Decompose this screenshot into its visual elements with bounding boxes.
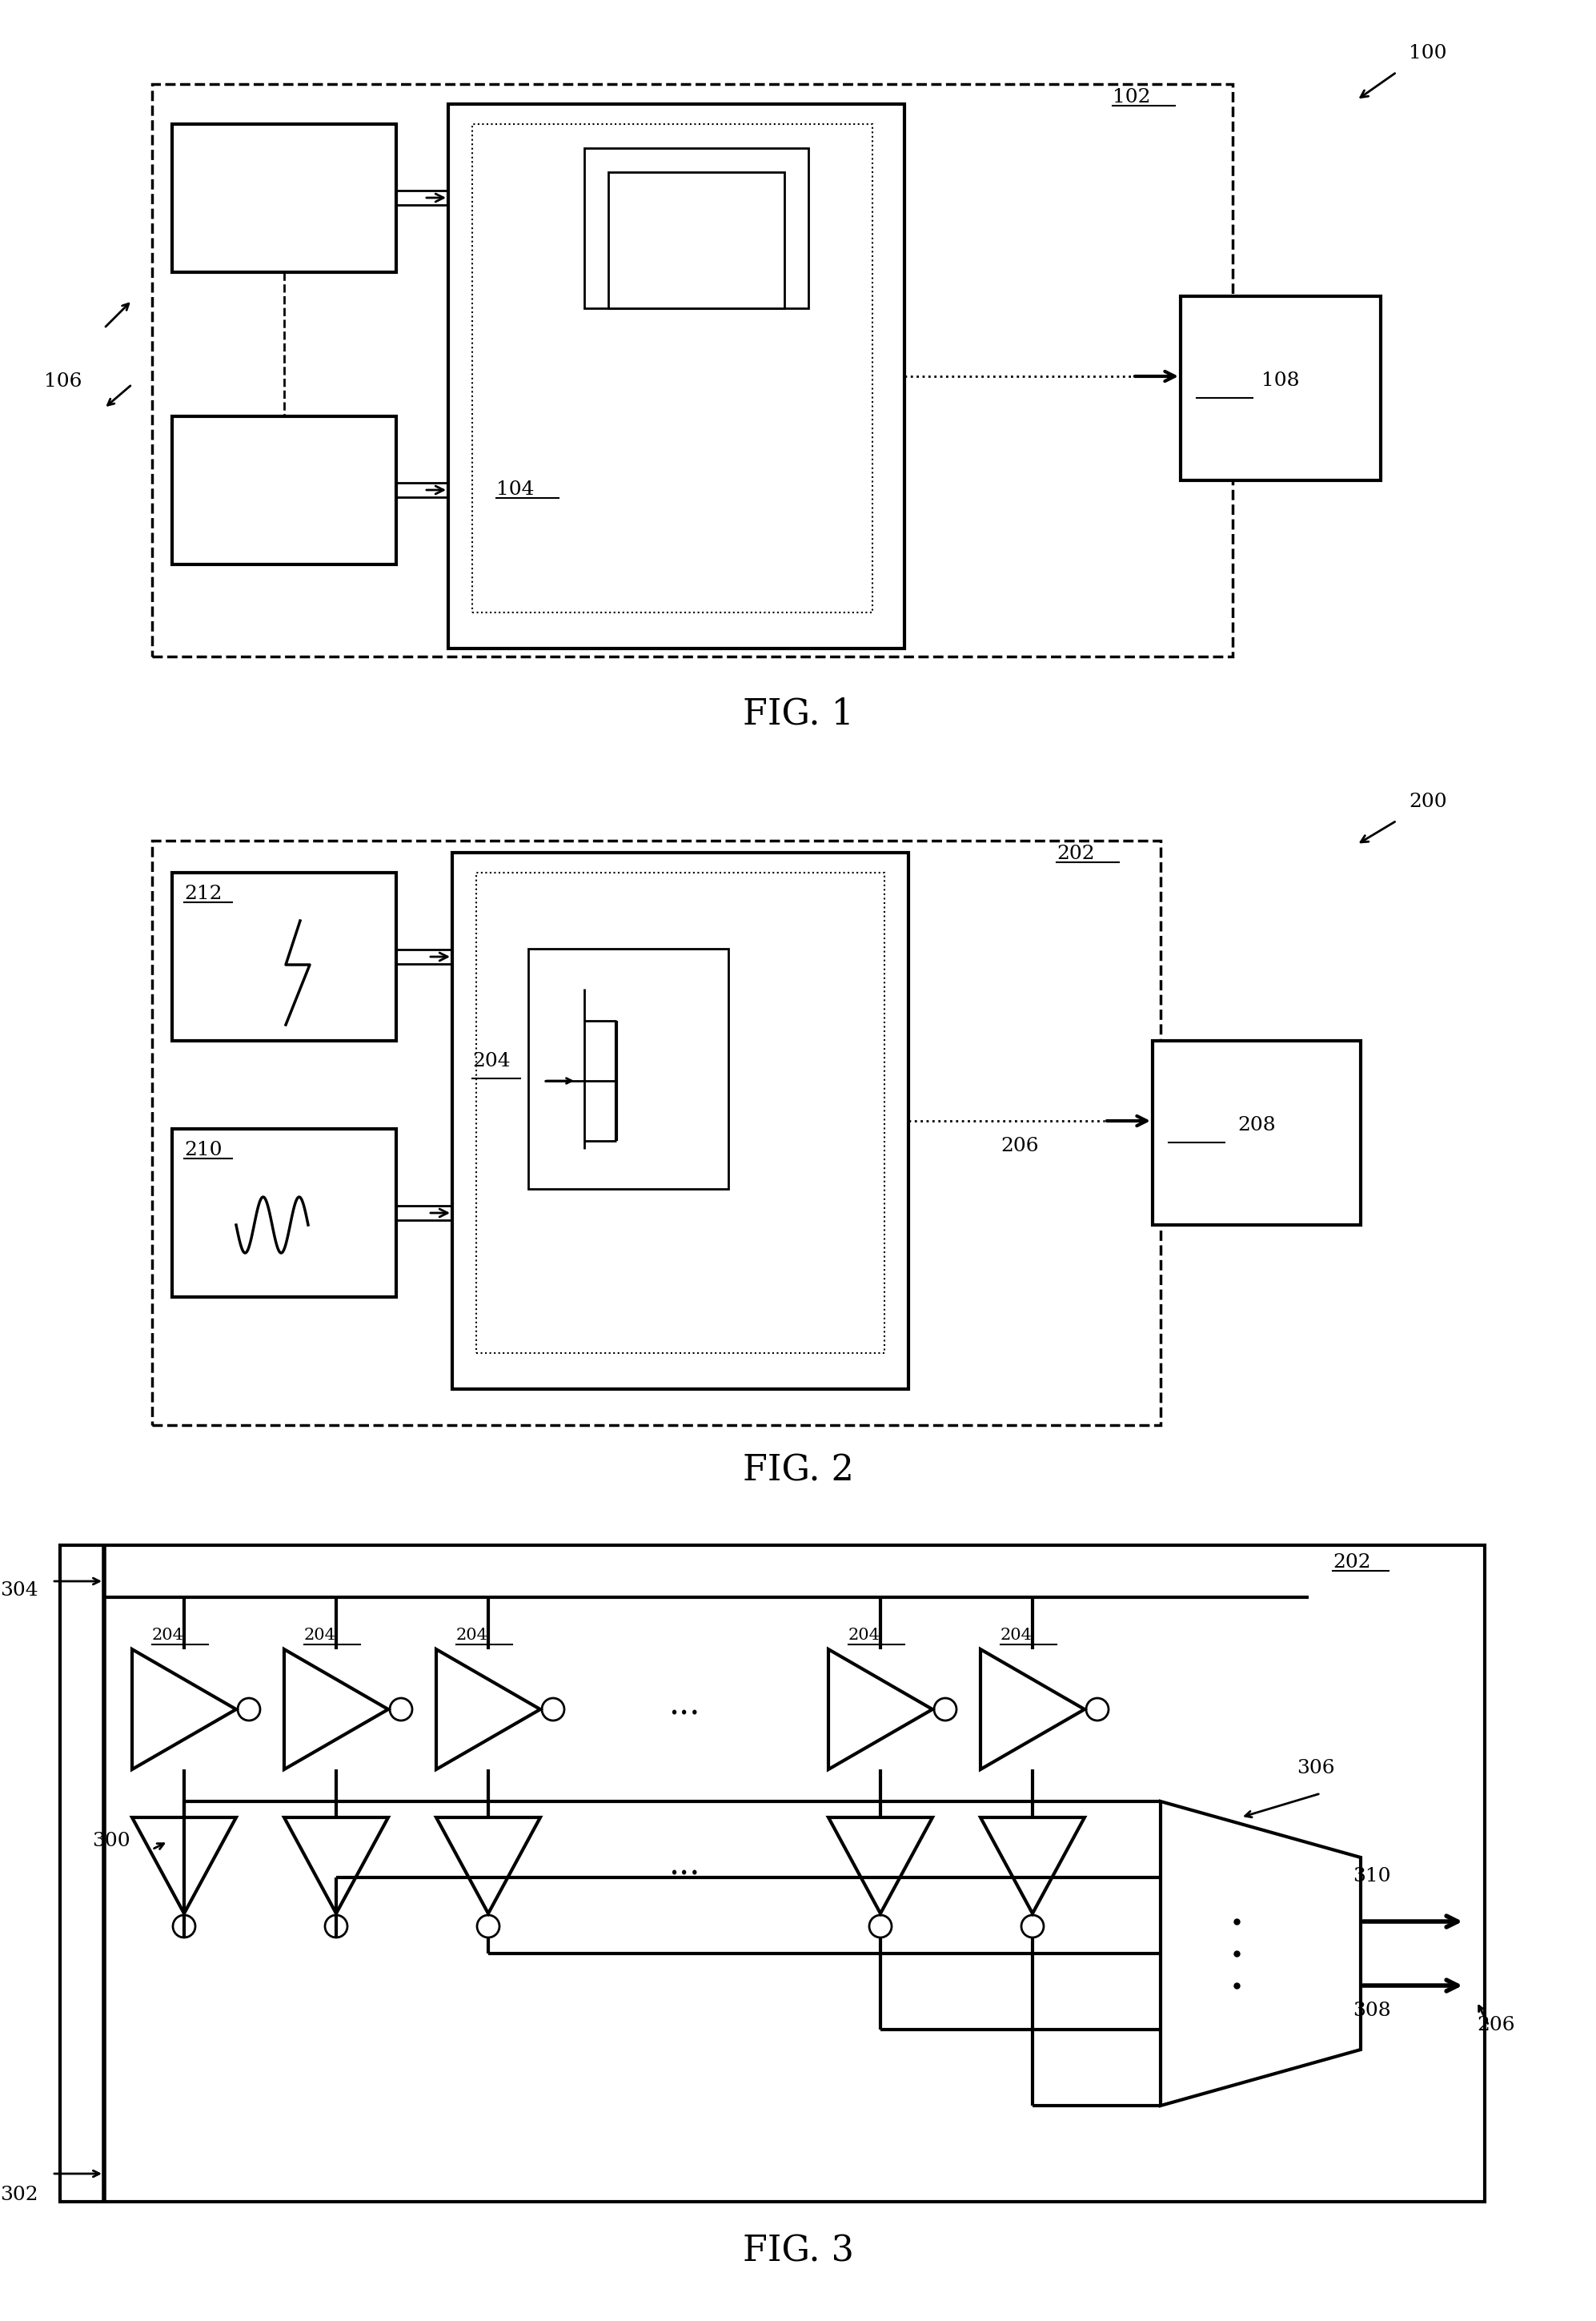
Polygon shape — [1160, 1801, 1361, 2105]
Bar — [172, 123, 396, 272]
Text: 202: 202 — [1057, 845, 1095, 863]
Text: 204: 204 — [152, 1627, 184, 1643]
Text: 204: 204 — [1001, 1627, 1033, 1643]
Bar — [448, 104, 905, 648]
Text: 204: 204 — [305, 1627, 337, 1643]
Text: 308: 308 — [1353, 2001, 1390, 2019]
Text: 202: 202 — [1333, 1553, 1371, 1571]
Bar — [172, 415, 396, 564]
Text: 204: 204 — [472, 1051, 511, 1070]
Text: 302: 302 — [0, 2186, 38, 2205]
Text: 106: 106 — [45, 371, 81, 390]
Text: 206: 206 — [1001, 1137, 1039, 1156]
Text: FIG. 2: FIG. 2 — [742, 1453, 854, 1488]
Text: 104: 104 — [496, 480, 535, 499]
Bar — [608, 172, 784, 309]
Bar — [584, 149, 809, 309]
Bar — [472, 123, 873, 613]
Bar — [172, 1128, 396, 1297]
Bar — [528, 949, 728, 1188]
Text: 306: 306 — [1296, 1759, 1334, 1778]
Text: 206: 206 — [1476, 2017, 1515, 2036]
Bar — [61, 1546, 1484, 2203]
Text: 310: 310 — [1353, 1866, 1390, 1885]
Text: 200: 200 — [1409, 791, 1448, 810]
Bar — [172, 873, 396, 1040]
Text: 300: 300 — [93, 1831, 131, 1850]
Text: 100: 100 — [1409, 44, 1446, 63]
Bar — [476, 873, 884, 1353]
Text: FIG. 3: FIG. 3 — [742, 2233, 854, 2268]
Text: FIG. 1: FIG. 1 — [742, 696, 854, 731]
Text: 204: 204 — [456, 1627, 488, 1643]
Text: ...: ... — [669, 1848, 701, 1882]
Text: 102: 102 — [1112, 88, 1151, 107]
Bar — [152, 840, 1160, 1425]
Bar — [1181, 297, 1381, 480]
Bar — [152, 84, 1232, 657]
Text: 212: 212 — [184, 884, 222, 903]
Text: 304: 304 — [0, 1581, 38, 1599]
Bar — [452, 852, 908, 1388]
Text: 208: 208 — [1237, 1116, 1275, 1135]
Bar — [1152, 1040, 1361, 1225]
Text: 204: 204 — [849, 1627, 881, 1643]
Text: 108: 108 — [1261, 371, 1299, 390]
Text: ...: ... — [669, 1687, 701, 1722]
Text: 210: 210 — [184, 1142, 222, 1158]
